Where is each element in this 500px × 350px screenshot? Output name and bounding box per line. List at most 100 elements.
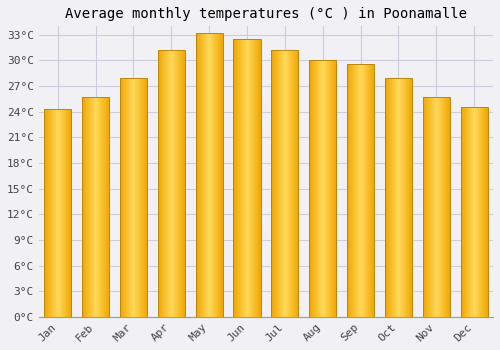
Bar bbox=[100, 97, 101, 317]
Bar bbox=[443, 97, 444, 317]
Bar bbox=[97, 97, 98, 317]
Title: Average monthly temperatures (°C ) in Poonamalle: Average monthly temperatures (°C ) in Po… bbox=[65, 7, 467, 21]
Bar bbox=[294, 50, 295, 317]
Bar bbox=[239, 39, 240, 317]
Bar bbox=[483, 107, 484, 317]
Bar bbox=[103, 97, 104, 317]
Bar bbox=[205, 33, 206, 317]
Bar bbox=[370, 64, 371, 317]
Bar bbox=[242, 39, 243, 317]
Bar bbox=[243, 39, 244, 317]
Bar bbox=[211, 33, 212, 317]
Bar bbox=[385, 78, 386, 317]
Bar bbox=[429, 97, 430, 317]
Bar bbox=[463, 107, 464, 317]
Bar bbox=[59, 109, 60, 317]
Bar bbox=[426, 97, 428, 317]
Bar bbox=[410, 78, 412, 317]
Bar bbox=[388, 78, 389, 317]
Bar bbox=[430, 97, 431, 317]
Bar bbox=[296, 50, 297, 317]
Bar bbox=[347, 64, 348, 317]
Bar bbox=[70, 109, 72, 317]
Bar bbox=[334, 60, 335, 317]
Bar bbox=[356, 64, 357, 317]
Bar bbox=[126, 78, 128, 317]
Bar bbox=[286, 50, 287, 317]
Bar bbox=[170, 50, 172, 317]
Bar bbox=[393, 78, 394, 317]
Bar bbox=[145, 78, 146, 317]
Bar bbox=[386, 78, 387, 317]
Bar bbox=[355, 64, 356, 317]
Bar bbox=[359, 64, 360, 317]
Bar bbox=[134, 78, 135, 317]
Bar bbox=[394, 78, 395, 317]
Bar bbox=[179, 50, 180, 317]
Bar bbox=[84, 97, 86, 317]
Bar bbox=[487, 107, 488, 317]
Bar bbox=[311, 60, 312, 317]
Bar bbox=[135, 78, 136, 317]
Bar bbox=[395, 78, 396, 317]
Bar bbox=[245, 39, 246, 317]
Bar bbox=[47, 109, 48, 317]
Bar bbox=[439, 97, 440, 317]
Bar bbox=[241, 39, 242, 317]
Bar bbox=[406, 78, 408, 317]
Bar bbox=[438, 97, 439, 317]
Bar bbox=[89, 97, 90, 317]
Bar bbox=[198, 33, 199, 317]
Bar bbox=[45, 109, 46, 317]
Bar bbox=[105, 97, 106, 317]
Bar bbox=[331, 60, 332, 317]
Bar bbox=[180, 50, 181, 317]
Bar bbox=[431, 97, 432, 317]
Bar bbox=[433, 97, 434, 317]
Bar bbox=[389, 78, 390, 317]
Bar bbox=[143, 78, 144, 317]
Bar bbox=[95, 97, 96, 317]
Bar bbox=[54, 109, 55, 317]
Bar bbox=[202, 33, 203, 317]
Bar bbox=[288, 50, 289, 317]
Bar bbox=[210, 33, 211, 317]
Bar bbox=[256, 39, 257, 317]
Bar bbox=[102, 97, 103, 317]
Bar bbox=[285, 50, 286, 317]
Bar bbox=[398, 78, 399, 317]
Bar bbox=[160, 50, 161, 317]
Bar bbox=[329, 60, 330, 317]
Bar bbox=[352, 64, 353, 317]
Bar bbox=[136, 78, 137, 317]
Bar bbox=[121, 78, 122, 317]
Bar bbox=[324, 60, 325, 317]
Bar bbox=[120, 78, 121, 317]
Bar bbox=[309, 60, 336, 317]
Bar bbox=[82, 97, 84, 317]
Bar bbox=[333, 60, 334, 317]
Bar bbox=[315, 60, 316, 317]
Bar bbox=[287, 50, 288, 317]
Bar bbox=[368, 64, 370, 317]
Bar bbox=[441, 97, 442, 317]
Bar bbox=[49, 109, 50, 317]
Bar bbox=[284, 50, 285, 317]
Bar bbox=[88, 97, 89, 317]
Bar bbox=[447, 97, 448, 317]
Bar bbox=[257, 39, 258, 317]
Bar bbox=[276, 50, 278, 317]
Bar bbox=[255, 39, 256, 317]
Bar bbox=[444, 97, 445, 317]
Bar bbox=[462, 107, 463, 317]
Bar bbox=[396, 78, 397, 317]
Bar bbox=[473, 107, 474, 317]
Bar bbox=[464, 107, 466, 317]
Bar bbox=[362, 64, 364, 317]
Bar bbox=[390, 78, 391, 317]
Bar bbox=[182, 50, 183, 317]
Bar bbox=[249, 39, 250, 317]
Bar bbox=[403, 78, 404, 317]
Bar bbox=[163, 50, 164, 317]
Bar bbox=[295, 50, 296, 317]
